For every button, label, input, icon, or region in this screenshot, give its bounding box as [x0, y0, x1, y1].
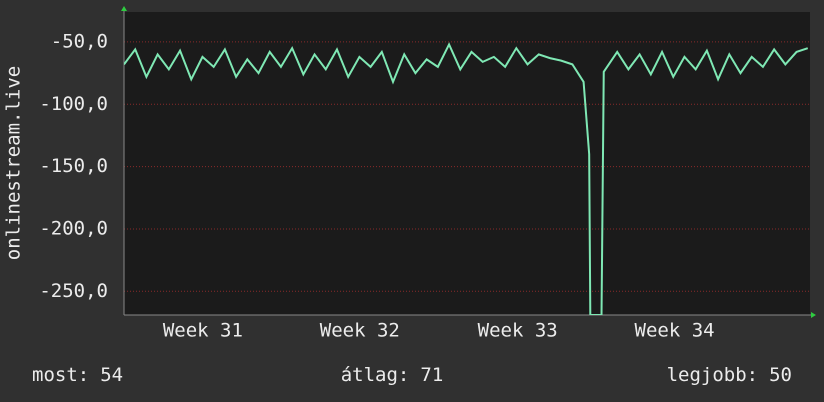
y-axis-label: onlinestream.live: [3, 66, 25, 260]
plot-area: [124, 12, 810, 315]
stat: legjobb: 50: [667, 364, 792, 386]
stat: most: 54: [32, 364, 123, 386]
x-tick-label: Week 31: [163, 320, 243, 342]
stat-label: most:: [32, 364, 89, 386]
y-tick-label: -100,0: [39, 93, 108, 115]
stat: átlag: 71: [341, 364, 444, 386]
plot-clip: [124, 42, 809, 315]
y-tick-label: -200,0: [39, 217, 108, 239]
stat-value: 71: [420, 364, 443, 386]
y-tick-label: -250,0: [39, 280, 108, 302]
stat-label: átlag:: [341, 364, 410, 386]
axis-arrow: [811, 312, 816, 318]
x-tick-label: Week 32: [320, 320, 400, 342]
stat-value: 50: [769, 364, 792, 386]
y-tick-label: -150,0: [39, 155, 108, 177]
y-tick-label: -50,0: [51, 30, 108, 52]
data-line: [124, 42, 809, 315]
x-tick-label: Week 33: [478, 320, 558, 342]
stat-label: legjobb:: [667, 364, 759, 386]
x-tick-label: Week 34: [635, 320, 715, 342]
axis-arrow: [121, 6, 127, 11]
stat-value: 54: [100, 364, 123, 386]
